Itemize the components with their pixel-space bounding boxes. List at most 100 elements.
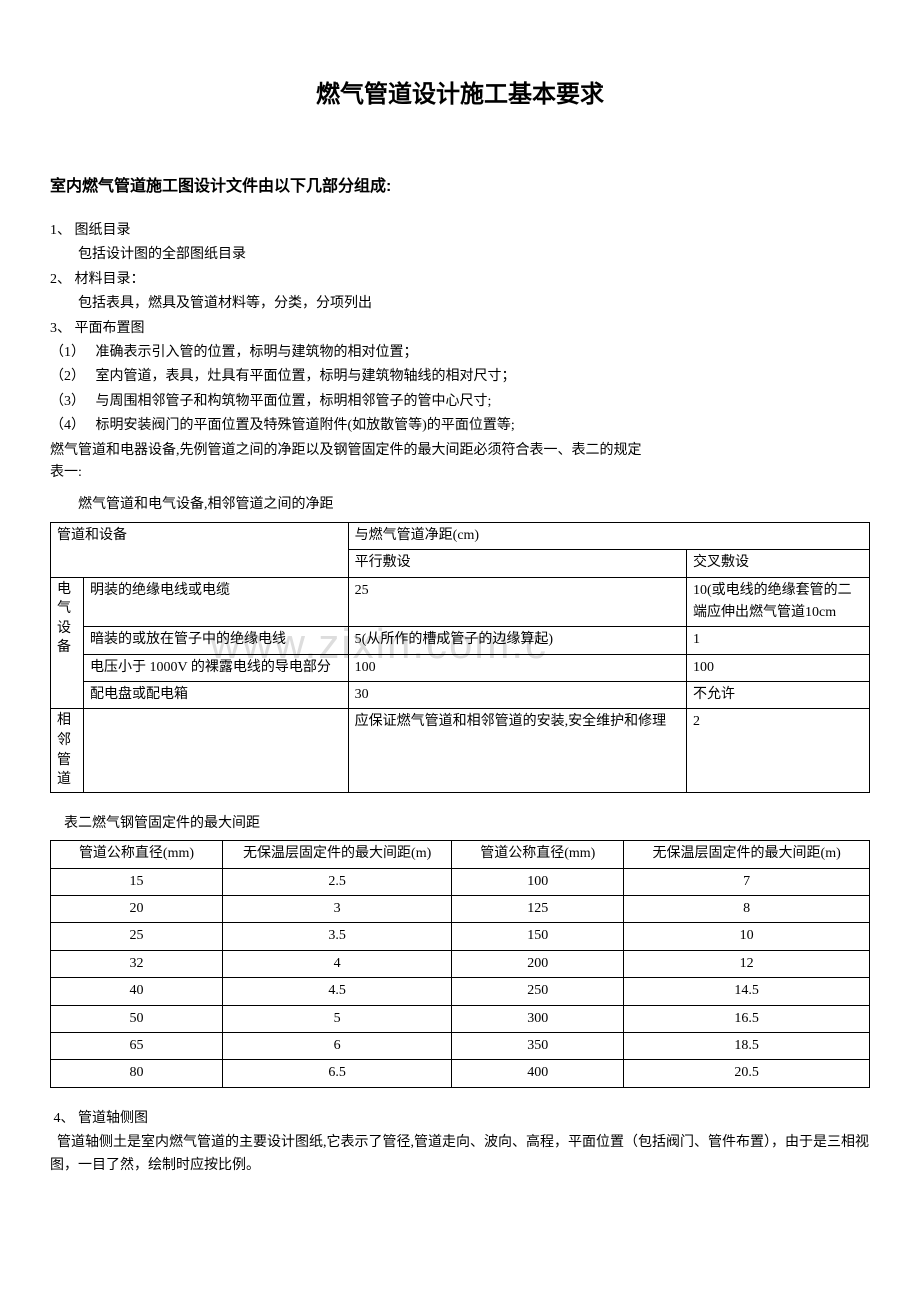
t1-r4c1: 配电盘或配电箱: [84, 682, 349, 709]
table1-caption: 燃气管道和电气设备,相邻管道之间的净距: [78, 494, 870, 516]
t2-cell: 100: [452, 868, 624, 895]
t1-r2c3: 1: [687, 627, 870, 654]
t2-h3: 管道公称直径(mm): [452, 841, 624, 868]
table1-label: 表一:: [50, 462, 870, 484]
t1-r4c3: 不允许: [687, 682, 870, 709]
item-4: 4、 管道轴侧图: [50, 1108, 870, 1130]
item-3-1-num: （1）: [50, 345, 85, 360]
item-1-num: 1、: [50, 223, 71, 238]
t2-h2: 无保温层固定件的最大间距(m): [222, 841, 451, 868]
item-3-2-num: （2）: [50, 369, 85, 384]
item-3-title: 平面布置图: [75, 321, 145, 336]
table2-caption: 表二燃气钢管固定件的最大间距: [64, 813, 870, 835]
table-row: 电气设备 明装的绝缘电线或电缆 25 10(或电线的绝缘套管的二端应伸出燃气管道…: [51, 577, 870, 627]
t2-cell: 200: [452, 950, 624, 977]
table-row: 80 6.5 400 20.5: [51, 1060, 870, 1087]
t1-r2c1: 暗装的或放在管子中的绝缘电线: [84, 627, 349, 654]
t1-r5c1: [84, 709, 349, 792]
item-3-4: （4） 标明安装阀门的平面位置及特殊管道附件(如放散管等)的平面位置等;: [50, 415, 870, 437]
t2-cell: 125: [452, 896, 624, 923]
t1-h2: 与燃气管道净距(cm): [348, 522, 869, 549]
section-subtitle: 室内燃气管道施工图设计文件由以下几部分组成:: [50, 174, 870, 200]
t2-cell: 65: [51, 1032, 223, 1059]
t2-cell: 16.5: [624, 1005, 870, 1032]
t1-r1c3: 10(或电线的绝缘套管的二端应伸出燃气管道10cm: [687, 577, 870, 627]
t2-cell: 18.5: [624, 1032, 870, 1059]
t2-cell: 3.5: [222, 923, 451, 950]
t1-h2a: 平行敷设: [348, 550, 686, 577]
item-4-num: 4、: [54, 1111, 75, 1126]
t2-cell: 4.5: [222, 978, 451, 1005]
t2-cell: 80: [51, 1060, 223, 1087]
item-3-2-text: 室内管道，表具，灶具有平面位置，标明与建筑物轴线的相对尺寸；: [96, 369, 516, 384]
item-1-desc: 包括设计图的全部图纸目录: [50, 244, 870, 266]
table-row: 相邻管道 应保证燃气管道和相邻管道的安装,安全维护和修理 2: [51, 709, 870, 792]
table-row: 管道公称直径(mm) 无保温层固定件的最大间距(m) 管道公称直径(mm) 无保…: [51, 841, 870, 868]
t1-r4c2: 30: [348, 682, 686, 709]
t2-cell: 6: [222, 1032, 451, 1059]
table-row: 50 5 300 16.5: [51, 1005, 870, 1032]
table-clearance: 管道和设备 与燃气管道净距(cm) 平行敷设 交叉敷设 电气设备 明装的绝缘电线…: [50, 522, 870, 793]
t1-g1: 电气设备: [51, 577, 84, 709]
table-row: 40 4.5 250 14.5: [51, 978, 870, 1005]
table-row: 管道和设备 与燃气管道净距(cm): [51, 522, 870, 549]
item-2-num: 2、: [50, 272, 71, 287]
t2-cell: 20.5: [624, 1060, 870, 1087]
table-spacing: 管道公称直径(mm) 无保温层固定件的最大间距(m) 管道公称直径(mm) 无保…: [50, 840, 870, 1088]
table-row: 配电盘或配电箱 30 不允许: [51, 682, 870, 709]
item-4-title: 管道轴侧图: [78, 1111, 148, 1126]
t2-cell: 8: [624, 896, 870, 923]
t1-r3c3: 100: [687, 654, 870, 681]
t1-r3c1: 电压小于 1000V 的裸露电线的导电部分: [84, 654, 349, 681]
t1-r1c2: 25: [348, 577, 686, 627]
t2-cell: 4: [222, 950, 451, 977]
table-row: 暗装的或放在管子中的绝缘电线 5(从所作的槽成管子的边缘算起) 1: [51, 627, 870, 654]
item-1-title: 图纸目录: [75, 223, 131, 238]
page-title: 燃气管道设计施工基本要求: [50, 76, 870, 114]
t1-r5c3: 2: [687, 709, 870, 792]
item-2-desc: 包括表具，燃具及管道材料等，分类，分项列出: [50, 293, 870, 315]
item-3-num: 3、: [50, 321, 71, 336]
item-1: 1、 图纸目录: [50, 220, 870, 242]
t2-h1: 管道公称直径(mm): [51, 841, 223, 868]
t2-cell: 40: [51, 978, 223, 1005]
table-row: 25 3.5 150 10: [51, 923, 870, 950]
table-row: 15 2.5 100 7: [51, 868, 870, 895]
table-row: 65 6 350 18.5: [51, 1032, 870, 1059]
item-3-3-num: （3）: [50, 394, 85, 409]
t2-cell: 7: [624, 868, 870, 895]
item-4-desc: 管道轴侧土是室内燃气管道的主要设计图纸,它表示了管径,管道走向、波向、高程，平面…: [50, 1132, 870, 1177]
item-2: 2、 材料目录：: [50, 269, 870, 291]
t1-r5c2: 应保证燃气管道和相邻管道的安装,安全维护和修理: [348, 709, 686, 792]
table-row: 20 3 125 8: [51, 896, 870, 923]
table-note: 燃气管道和电器设备,先例管道之间的净距以及钢管固定件的最大间距必须符合表一、表二…: [50, 440, 870, 462]
t2-cell: 25: [51, 923, 223, 950]
t2-cell: 10: [624, 923, 870, 950]
t2-cell: 14.5: [624, 978, 870, 1005]
table-row: 电压小于 1000V 的裸露电线的导电部分 100 100: [51, 654, 870, 681]
item-3-3: （3） 与周围相邻管子和构筑物平面位置，标明相邻管子的管中心尺寸;: [50, 391, 870, 413]
item-3-4-num: （4）: [50, 418, 85, 433]
t2-cell: 250: [452, 978, 624, 1005]
t1-r2c2: 5(从所作的槽成管子的边缘算起): [348, 627, 686, 654]
t1-r1c1: 明装的绝缘电线或电缆: [84, 577, 349, 627]
t1-h2b: 交叉敷设: [687, 550, 870, 577]
t2-cell: 2.5: [222, 868, 451, 895]
item-4-desc-text: 管道轴侧土是室内燃气管道的主要设计图纸,它表示了管径,管道走向、波向、高程，平面…: [50, 1135, 869, 1172]
item-3-2: （2） 室内管道，表具，灶具有平面位置，标明与建筑物轴线的相对尺寸；: [50, 366, 870, 388]
item-3-1-text: 准确表示引入管的位置，标明与建筑物的相对位置；: [96, 345, 418, 360]
item-3-1: （1） 准确表示引入管的位置，标明与建筑物的相对位置；: [50, 342, 870, 364]
t2-cell: 6.5: [222, 1060, 451, 1087]
t2-cell: 350: [452, 1032, 624, 1059]
t2-cell: 5: [222, 1005, 451, 1032]
t2-cell: 50: [51, 1005, 223, 1032]
t1-g2: 相邻管道: [51, 709, 84, 792]
t2-cell: 20: [51, 896, 223, 923]
t2-cell: 150: [452, 923, 624, 950]
t2-cell: 300: [452, 1005, 624, 1032]
t2-cell: 15: [51, 868, 223, 895]
item-3-3-text: 与周围相邻管子和构筑物平面位置，标明相邻管子的管中心尺寸;: [96, 394, 492, 409]
item-3: 3、 平面布置图: [50, 318, 870, 340]
item-2-title: 材料目录：: [75, 272, 145, 287]
t2-cell: 400: [452, 1060, 624, 1087]
